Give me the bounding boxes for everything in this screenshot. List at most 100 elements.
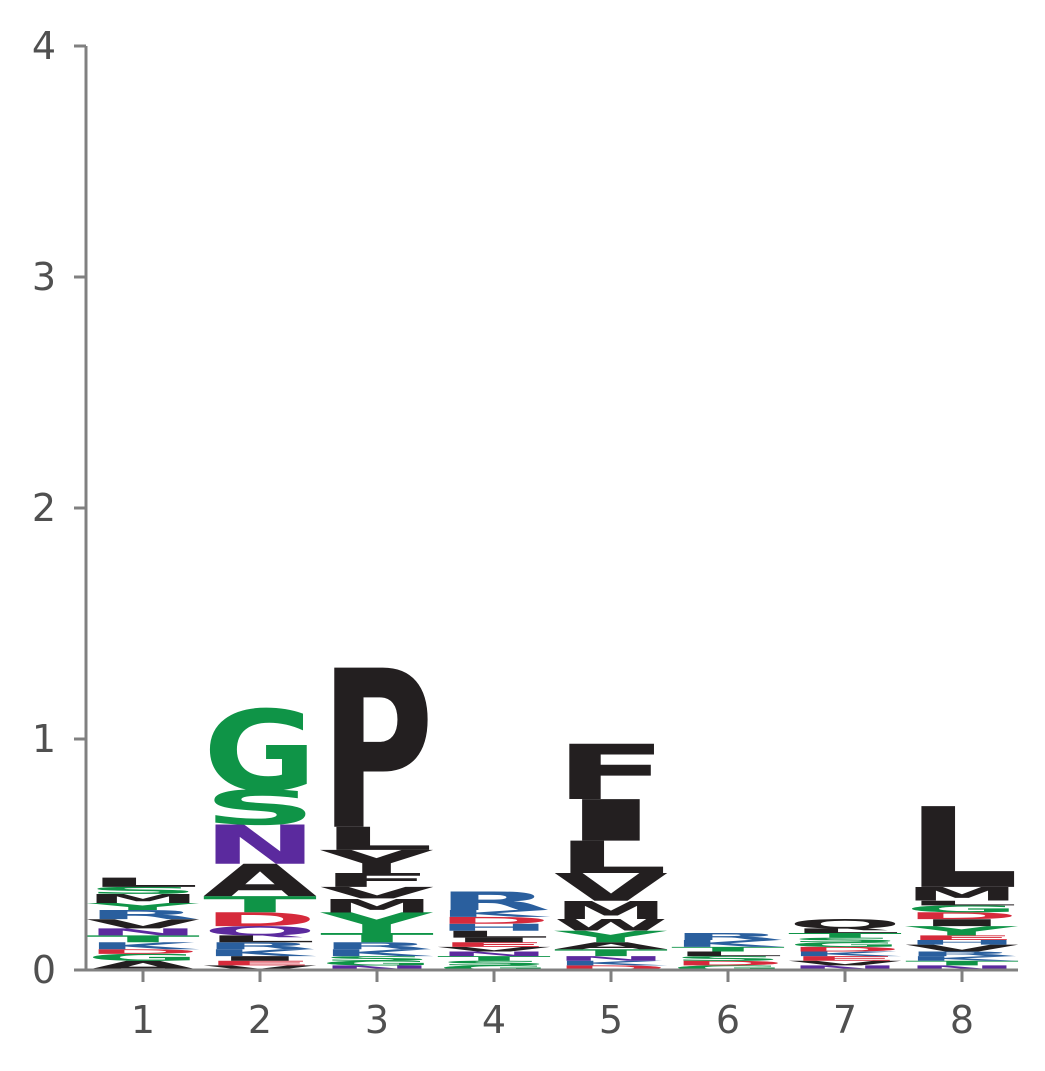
logo-letter: L: [905, 785, 1019, 914]
logo-letter: K: [320, 947, 434, 958]
logo-letter: V: [905, 943, 1019, 954]
logo-letter: K: [788, 950, 902, 957]
x-tick-label: 5: [599, 998, 623, 1042]
logo-letter: D: [905, 910, 1019, 921]
x-tick-label: 8: [950, 998, 974, 1042]
logo-letter: G: [320, 960, 434, 967]
logo-letter: G: [788, 941, 902, 948]
logo-letter: L: [86, 875, 200, 890]
x-tick-label: 2: [248, 998, 272, 1042]
logo-letter: K: [437, 908, 551, 919]
logo-letter: M: [320, 895, 434, 917]
logo-letter: S: [203, 781, 317, 836]
logo-letter: K: [86, 940, 200, 951]
logo-letter: E: [437, 941, 551, 948]
x-tick-label: 4: [482, 998, 506, 1042]
logo-letter: D: [203, 909, 317, 931]
logo-letter: W: [554, 916, 668, 934]
logo-letter: N: [437, 950, 551, 957]
logo-letter: K: [905, 955, 1019, 962]
logo-letter: S: [671, 955, 785, 962]
logo-letter: S: [788, 936, 902, 943]
logo-letter: Q: [203, 924, 317, 939]
logo-letter: Y: [85, 901, 201, 912]
y-tick-label: 1: [32, 717, 56, 761]
logo-letter: K: [671, 938, 785, 949]
logo-letter: S: [437, 960, 551, 967]
y-ticks: 0 1 2 3 4: [32, 24, 86, 992]
logo-letter: V: [554, 866, 668, 910]
logo-letter: D: [86, 948, 200, 955]
logo-letter: R: [671, 931, 785, 942]
logo-letter: E: [905, 934, 1019, 941]
logo-letter: P: [320, 624, 434, 879]
logo-letter: T: [671, 946, 785, 953]
logo-letter: Y: [319, 906, 434, 939]
logo-letter: T: [86, 933, 200, 944]
logo-letter: A: [203, 855, 317, 907]
logo-letter: M: [86, 891, 200, 906]
x-tick-label: 1: [131, 998, 155, 1042]
logo-letter: L: [203, 933, 317, 944]
logo-letter: E: [203, 959, 317, 966]
logo-letter: Y: [553, 928, 668, 946]
logo-letter: I: [437, 936, 551, 943]
logo-letter: T: [788, 932, 902, 939]
x-tick-label: 6: [716, 998, 740, 1042]
logo-letter: R: [437, 887, 551, 917]
logo-letter: A: [554, 940, 668, 951]
logo-letter: T: [437, 955, 551, 962]
logo-letter: V: [788, 959, 902, 966]
logo-letter: V: [86, 917, 200, 932]
logo-letter: N: [203, 814, 317, 876]
logo-letter: R: [320, 940, 434, 951]
x-ticks: 1 2 3 4 5 6 7 8: [131, 970, 974, 1042]
logo-letter: M: [554, 896, 668, 926]
logo-letter: Q: [788, 917, 902, 932]
logo-letter: S: [86, 885, 200, 896]
logo-letter: N: [905, 964, 1019, 971]
logo-letter: G: [671, 964, 785, 971]
logo-letter: I: [905, 917, 1019, 928]
logo-letter: D: [671, 960, 785, 967]
logo-letter: L: [905, 899, 1019, 906]
logo-letter: V: [320, 884, 434, 902]
logo-letter: L: [437, 929, 551, 940]
logo-letter: L: [554, 832, 668, 884]
logo-letter: T: [320, 931, 434, 946]
logo-letter: V: [203, 964, 317, 971]
logo-letter: S: [320, 955, 434, 962]
logo-letter: R: [86, 907, 200, 922]
logo-letter: G: [437, 964, 551, 971]
logo-letter: I: [554, 788, 668, 854]
logo-letter: R: [905, 950, 1019, 957]
logo-letter: E: [788, 955, 902, 962]
logo-letter: T: [905, 959, 1019, 966]
y-tick-label: 0: [32, 948, 56, 992]
logo-letter: T: [203, 892, 317, 918]
x-tick-label: 7: [833, 998, 857, 1042]
logo-letter: N: [554, 955, 668, 962]
logo-letter: L: [788, 927, 902, 934]
logo-letter: K: [554, 960, 668, 967]
logo-letter: D: [788, 946, 902, 953]
y-tick-label: 2: [32, 486, 56, 530]
logo-letter: N: [320, 964, 434, 971]
y-tick-label: 4: [32, 24, 56, 68]
logo-letter: F: [554, 729, 668, 817]
logo-letter: L: [320, 821, 434, 858]
x-tick-label: 3: [365, 998, 389, 1042]
logo-letter: N: [86, 926, 200, 937]
logo-letter: D: [437, 915, 551, 926]
logo-letter: M: [905, 883, 1019, 905]
y-tick-label: 3: [32, 255, 56, 299]
logo-letter: Y: [319, 844, 434, 881]
logo-letter: V: [437, 946, 551, 953]
logo-letter: N: [788, 964, 902, 971]
logo-letter: R: [203, 940, 317, 951]
logo-letter: L: [671, 950, 785, 957]
logo-letter: H: [437, 922, 551, 933]
logo-letter: I: [203, 955, 317, 962]
logo-letter: Y: [904, 924, 1020, 939]
